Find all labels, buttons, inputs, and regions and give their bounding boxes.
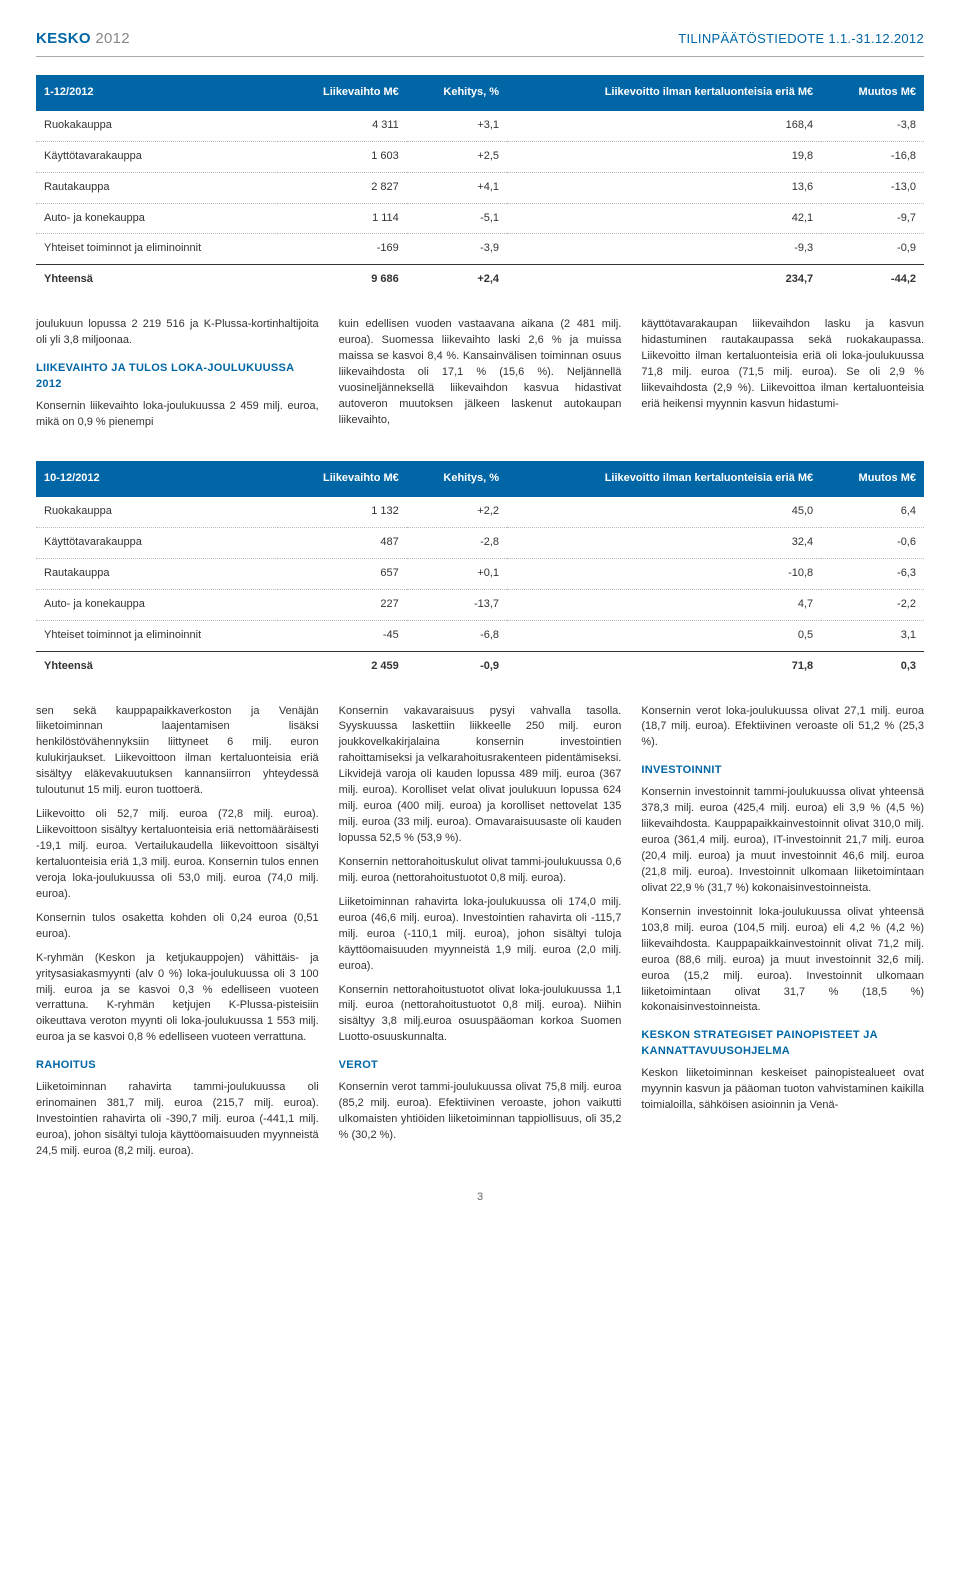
brand-year: 2012 bbox=[95, 30, 130, 47]
mid-c2: kuin edellisen vuoden vastaavana aikana … bbox=[339, 317, 622, 429]
table-row: Käyttötavarakauppa487-2,832,4-0,6 bbox=[36, 527, 924, 558]
table-row: Auto- ja konekauppa227-13,74,7-2,2 bbox=[36, 589, 924, 620]
th2-rev: Liikevaihto M€ bbox=[278, 461, 406, 497]
table-row: Rautakauppa657+0,1-10,8-6,3 bbox=[36, 558, 924, 589]
low-c3b: Konsernin investoinnit tammi-joulukuussa… bbox=[641, 785, 924, 897]
low-c2d: Konsernin nettorahoitustuotot olivat lok… bbox=[339, 983, 622, 1047]
table-total: Yhteensä9 686+2,4234,7-44,2 bbox=[36, 265, 924, 295]
low-c1a: sen sekä kauppapaikkaverkoston ja Venäjä… bbox=[36, 704, 319, 800]
doc-title: TILINPÄÄTÖSTIEDOTE 1.1.-31.12.2012 bbox=[678, 30, 924, 49]
mid-columns: joulukuun lopussa 2 219 516 ja K-Plussa-… bbox=[36, 317, 924, 439]
table-total: Yhteensä2 459-0,971,80,3 bbox=[36, 651, 924, 681]
th2-chg: Muutos M€ bbox=[821, 461, 924, 497]
lower-columns: sen sekä kauppapaikkaverkoston ja Venäjä… bbox=[36, 704, 924, 1168]
mid-c1b: Konsernin liikevaihto loka-joulukuussa 2… bbox=[36, 399, 319, 431]
table-row: Rautakauppa2 827+4,113,6-13,0 bbox=[36, 172, 924, 203]
low-c3d: Keskon liiketoiminnan keskeiset painopis… bbox=[641, 1066, 924, 1114]
low-c1d: K-ryhmän (Keskon ja ketjukauppojen) vähi… bbox=[36, 951, 319, 1047]
table-row: Käyttötavarakauppa1 603+2,519,8-16,8 bbox=[36, 141, 924, 172]
low-c3a: Konsernin verot loka-joulukuussa olivat … bbox=[641, 704, 924, 752]
low-c1b: Liikevoitto oli 52,7 milj. euroa (72,8 m… bbox=[36, 807, 319, 903]
low-c3c: Konsernin investoinnit loka-joulukuussa … bbox=[641, 905, 924, 1017]
table-row: Ruokakauppa4 311+3,1168,4-3,8 bbox=[36, 111, 924, 141]
table-full-year: 1-12/2012 Liikevaihto M€ Kehitys, % Liik… bbox=[36, 75, 924, 296]
page-number: 3 bbox=[36, 1190, 924, 1206]
th-rev: Liikevaihto M€ bbox=[278, 75, 406, 111]
low-c2a: Konsernin vakavaraisuus pysyi vahvalla t… bbox=[339, 704, 622, 847]
brand-name: KESKO bbox=[36, 30, 91, 47]
low-h4: KESKON STRATEGISET PAINOPISTEET JA KANNA… bbox=[641, 1028, 924, 1060]
table-row: Ruokakauppa1 132+2,245,06,4 bbox=[36, 497, 924, 527]
low-h1: RAHOITUS bbox=[36, 1058, 319, 1074]
th-chg: Muutos M€ bbox=[821, 75, 924, 111]
th-period: 1-12/2012 bbox=[36, 75, 278, 111]
table-row: Auto- ja konekauppa1 114-5,142,1-9,7 bbox=[36, 203, 924, 234]
table-row: Yhteiset toiminnot ja eliminoinnit-45-6,… bbox=[36, 620, 924, 651]
mid-c1a: joulukuun lopussa 2 219 516 ja K-Plussa-… bbox=[36, 317, 319, 349]
th2-op: Liikevoitto ilman kertaluonteisia eriä M… bbox=[507, 461, 821, 497]
low-c1c: Konsernin tulos osaketta kohden oli 0,24… bbox=[36, 911, 319, 943]
th2-dev: Kehitys, % bbox=[407, 461, 507, 497]
low-c1e: Liiketoiminnan rahavirta tammi-joulukuus… bbox=[36, 1080, 319, 1160]
low-c2b: Konsernin nettorahoituskulut olivat tamm… bbox=[339, 855, 622, 887]
th2-period: 10-12/2012 bbox=[36, 461, 278, 497]
table-q4: 10-12/2012 Liikevaihto M€ Kehitys, % Lii… bbox=[36, 461, 924, 682]
mid-c3: käyttötavarakaupan liikevaihdon lasku ja… bbox=[641, 317, 924, 413]
low-h2: VEROT bbox=[339, 1058, 622, 1074]
mid-h1: LIIKEVAIHTO JA TULOS LOKA-JOULUKUUSSA 20… bbox=[36, 361, 319, 393]
brand: KESKO 2012 bbox=[36, 28, 130, 50]
low-h3: INVESTOINNIT bbox=[641, 763, 924, 779]
th-op: Liikevoitto ilman kertaluonteisia eriä M… bbox=[507, 75, 821, 111]
low-c2e: Konsernin verot tammi-joulukuussa olivat… bbox=[339, 1080, 622, 1144]
th-dev: Kehitys, % bbox=[407, 75, 507, 111]
table-row: Yhteiset toiminnot ja eliminoinnit-169-3… bbox=[36, 234, 924, 265]
low-c2c: Liiketoiminnan rahavirta loka-joulukuuss… bbox=[339, 895, 622, 975]
page-header: KESKO 2012 TILINPÄÄTÖSTIEDOTE 1.1.-31.12… bbox=[36, 28, 924, 57]
